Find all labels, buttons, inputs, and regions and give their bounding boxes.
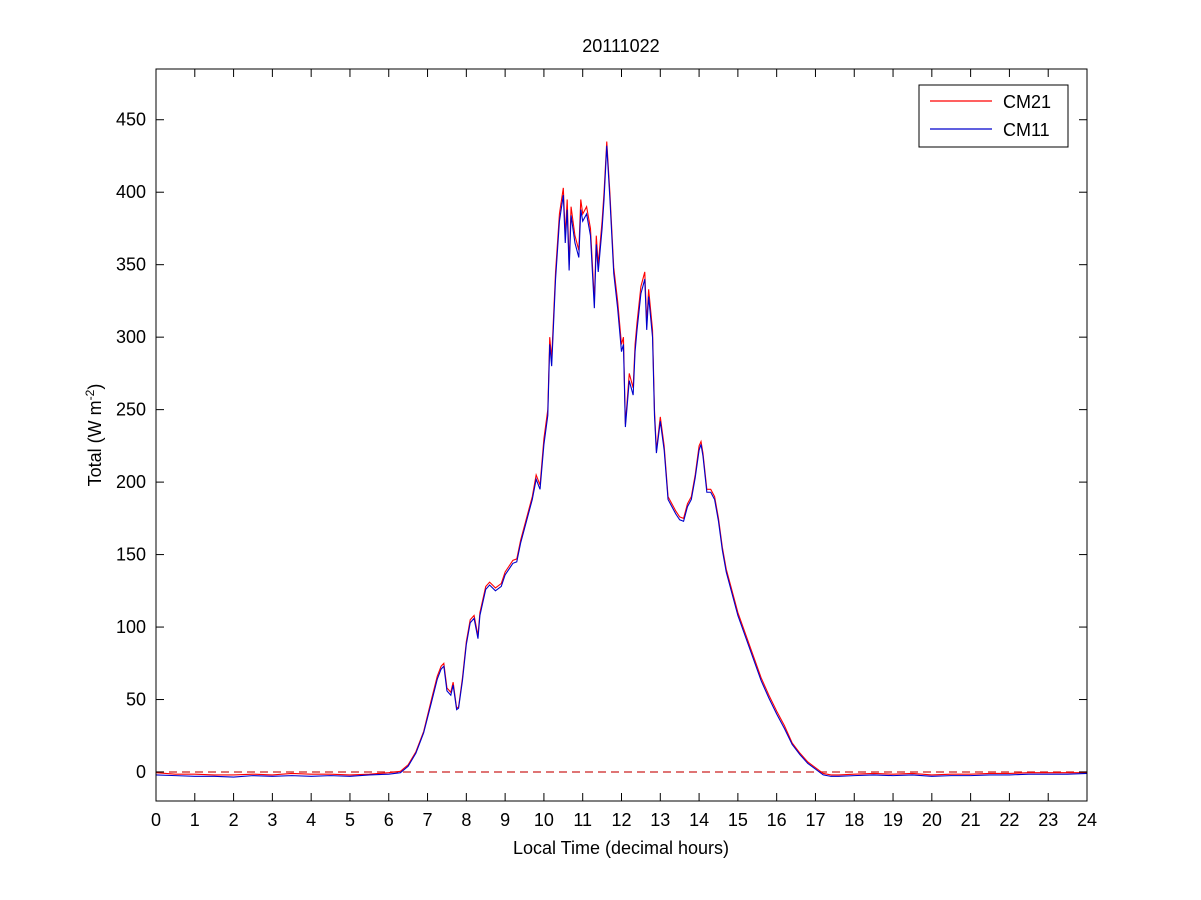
x-tick-label: 16 bbox=[767, 810, 787, 830]
x-tick-label: 17 bbox=[805, 810, 825, 830]
x-tick-label: 20 bbox=[922, 810, 942, 830]
y-tick-label: 350 bbox=[116, 255, 146, 275]
x-tick-label: 8 bbox=[461, 810, 471, 830]
x-tick-label: 3 bbox=[267, 810, 277, 830]
y-tick-label: 200 bbox=[116, 472, 146, 492]
y-tick-label: 300 bbox=[116, 327, 146, 347]
x-tick-label: 5 bbox=[345, 810, 355, 830]
y-axis-label-superscript: -2 bbox=[83, 389, 97, 400]
x-tick-label: 12 bbox=[611, 810, 631, 830]
y-tick-label: 450 bbox=[116, 110, 146, 130]
legend-box bbox=[918, 84, 1069, 148]
x-tick-label: 21 bbox=[961, 810, 981, 830]
x-tick-label: 19 bbox=[883, 810, 903, 830]
x-tick-label: 1 bbox=[190, 810, 200, 830]
y-tick-label: 50 bbox=[126, 690, 146, 710]
plot-area: 0 1 2 3 4 5 6 7 8 9 10 11 12 13 14 15 16 17 18 19 20 21 22 23 24… bbox=[116, 68, 1097, 830]
legend-label-cm21: CM21 bbox=[1003, 92, 1051, 112]
x-tick-label: 24 bbox=[1077, 810, 1097, 830]
y-axis-label: Total (W m-2) bbox=[83, 384, 105, 487]
y-tick-label: 400 bbox=[116, 182, 146, 202]
y-axis-label-main: Total (W m bbox=[85, 400, 105, 486]
x-tick-label: 18 bbox=[844, 810, 864, 830]
series-line-cm11 bbox=[156, 145, 1087, 778]
y-tick-label: 0 bbox=[136, 762, 146, 782]
x-tick-label: 6 bbox=[384, 810, 394, 830]
x-tick-label: 0 bbox=[151, 810, 161, 830]
x-axis-label: Local Time (decimal hours) bbox=[513, 838, 729, 858]
x-tick-label: 14 bbox=[689, 810, 709, 830]
legend-label-cm11: CM11 bbox=[1003, 120, 1050, 140]
x-tick-label: 22 bbox=[999, 810, 1019, 830]
x-tick-label: 11 bbox=[573, 810, 592, 830]
x-tick-label: 10 bbox=[534, 810, 554, 830]
chart-title: 20111022 bbox=[582, 36, 659, 56]
x-tick-label: 15 bbox=[728, 810, 748, 830]
y-axis-label-suffix: ) bbox=[85, 384, 105, 390]
x-tick-label: 23 bbox=[1038, 810, 1058, 830]
y-tick-label: 100 bbox=[116, 617, 146, 637]
y-tick-label: 150 bbox=[116, 545, 146, 565]
x-tick-label: 7 bbox=[423, 810, 433, 830]
y-tick-label: 250 bbox=[116, 400, 146, 420]
x-tick-label: 9 bbox=[500, 810, 510, 830]
x-tick-label: 2 bbox=[229, 810, 239, 830]
x-tick-label: 4 bbox=[306, 810, 316, 830]
x-tick-label: 13 bbox=[650, 810, 670, 830]
